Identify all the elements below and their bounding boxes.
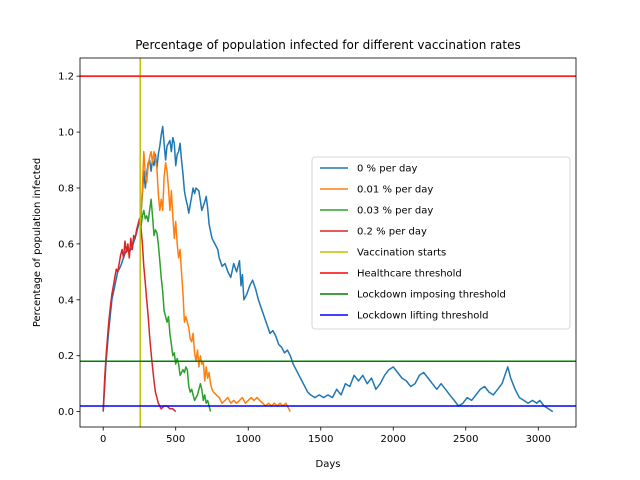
- plot-content: [80, 58, 576, 427]
- x-tick-label: 2500: [453, 434, 478, 445]
- y-tick-label: 0.6: [58, 239, 74, 250]
- legend-label-6: Lockdown imposing threshold: [357, 290, 506, 301]
- y-tick-label: 0.8: [58, 183, 74, 194]
- legend-box: [311, 156, 571, 330]
- y-tick-label: 0.0: [58, 407, 74, 418]
- x-axis-label: Days: [316, 459, 341, 470]
- chart-title: Percentage of population infected for di…: [135, 38, 521, 52]
- legend-label-5: Healthcare threshold: [357, 269, 462, 280]
- y-tick-label: 1.2: [58, 72, 74, 83]
- y-tick-label: 1.0: [58, 128, 74, 139]
- legend: 0 % per day 0.01 % per day 0.03 % per day 0…: [311, 156, 571, 330]
- series-line-0: [102, 125, 554, 413]
- series-line-2: [140, 198, 212, 412]
- legend-label-3: 0.2 % per day: [357, 227, 427, 238]
- legend-label-7: Lockdown lifting threshold: [357, 311, 489, 322]
- x-tick-label: 2000: [381, 434, 406, 445]
- series-line-3: [102, 217, 177, 413]
- x-tick-label: 3000: [526, 434, 551, 445]
- x-tick-label: 1500: [308, 434, 333, 445]
- y-axis: 0.0 0.2 0.4 0.6 0.8 1.0 1.2: [58, 72, 80, 418]
- plot-frame: [79, 57, 577, 428]
- y-axis-label: Percentage of population infected: [32, 158, 43, 327]
- legend-label-2: 0.03 % per day: [357, 206, 433, 217]
- x-tick-label: 500: [166, 434, 185, 445]
- x-tick-label: 0: [100, 434, 106, 445]
- legend-label-1: 0.01 % per day: [357, 185, 433, 196]
- legend-label-4: Vaccination starts: [357, 248, 446, 259]
- x-axis: 0 500 1000 1500 2000 2500 3000: [100, 427, 551, 445]
- legend-label-0: 0 % per day: [357, 164, 417, 175]
- series-line-1: [140, 150, 291, 412]
- y-tick-label: 0.2: [58, 351, 74, 362]
- x-tick-label: 1000: [236, 434, 261, 445]
- y-tick-label: 0.4: [58, 295, 74, 306]
